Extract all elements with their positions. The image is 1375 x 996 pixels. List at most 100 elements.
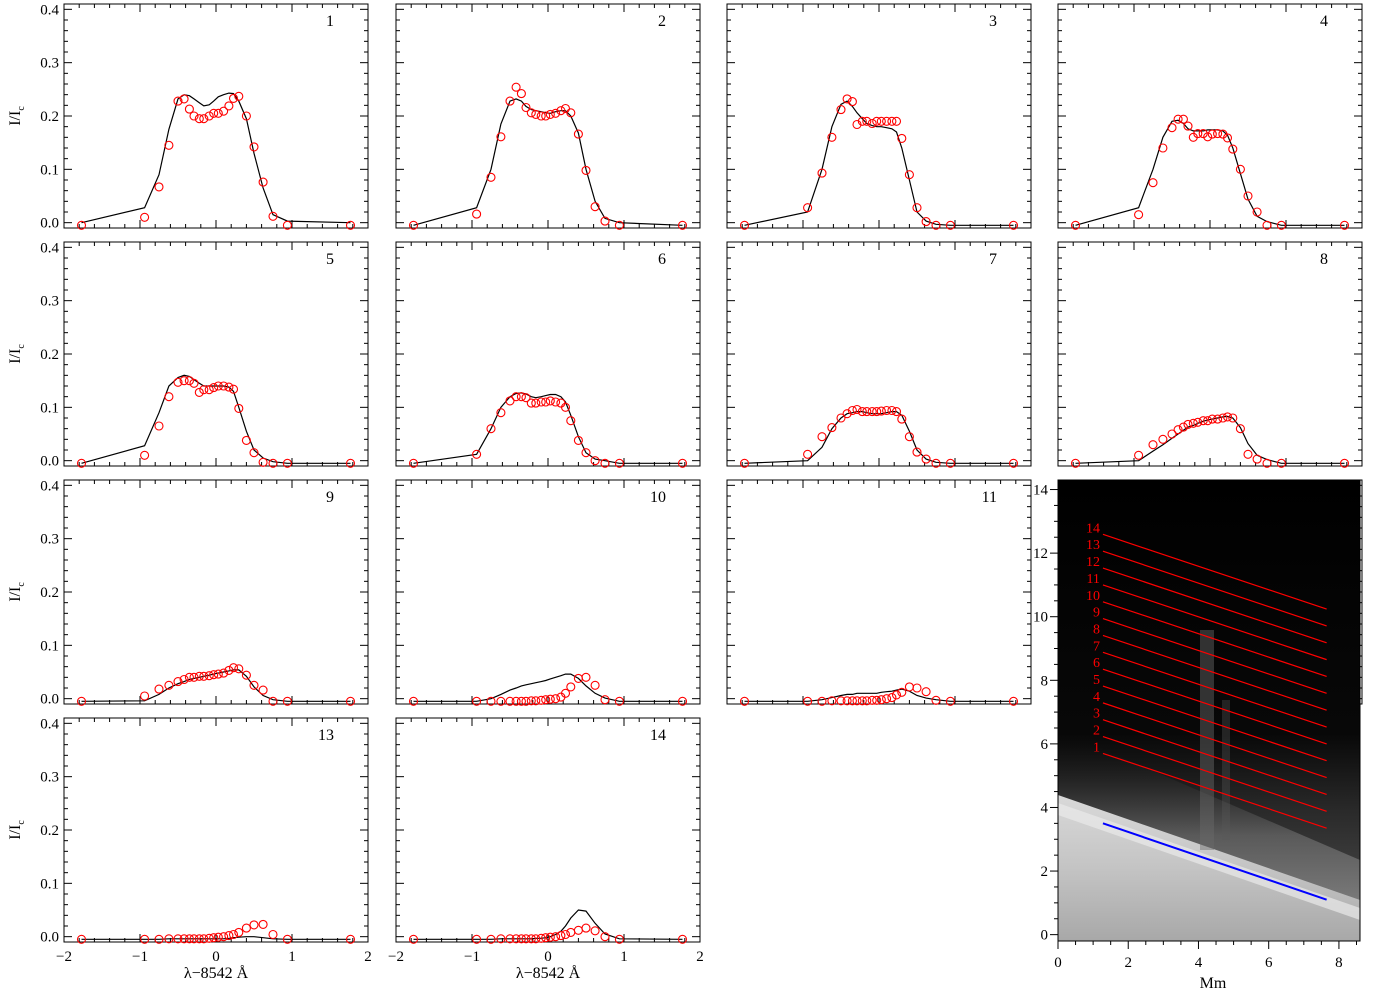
observed-point	[600, 216, 610, 226]
observed-point	[179, 934, 189, 944]
observed-point	[179, 376, 189, 386]
observed-point	[516, 392, 526, 402]
panel-number: 5	[326, 251, 334, 268]
observed-point	[486, 172, 496, 182]
image-jet-2	[1222, 700, 1230, 840]
panel-frame	[1057, 3, 1363, 229]
observed-point	[199, 114, 209, 124]
observed-point	[1158, 143, 1168, 153]
observed-point	[282, 458, 292, 468]
observed-point	[897, 133, 907, 143]
observed-point	[204, 933, 214, 943]
y-axis-label-sub: c	[16, 106, 27, 111]
observed-point	[1339, 458, 1350, 468]
panel-number: 4	[1320, 13, 1328, 30]
observed-point	[551, 397, 561, 407]
y-tick-label: 0.3	[40, 770, 59, 786]
observed-point	[842, 94, 852, 104]
cut-line-2	[1102, 736, 1327, 812]
profile-panel-4: 4	[1057, 3, 1363, 230]
observed-point	[867, 118, 877, 129]
observed-point	[862, 116, 872, 126]
observed-point	[486, 424, 496, 434]
observed-point	[1228, 144, 1238, 154]
x-axis-label: λ−8542 Å	[184, 964, 249, 982]
observed-point	[1193, 129, 1203, 139]
observed-point	[76, 696, 87, 706]
observed-point	[876, 695, 886, 705]
cut-label: 9	[1093, 606, 1100, 621]
panel-number: 6	[658, 251, 666, 268]
observed-point	[857, 407, 867, 417]
observed-point	[872, 116, 882, 126]
y-tick-label: 0.0	[40, 692, 59, 708]
observed-point	[189, 378, 199, 388]
observed-point	[219, 106, 229, 116]
y-axis-label-sub: c	[16, 344, 27, 349]
observed-point	[173, 934, 183, 944]
observed-point	[521, 934, 531, 944]
image-x-tick-label: 2	[1124, 955, 1132, 971]
observed-point	[228, 929, 239, 940]
observed-point	[876, 406, 886, 416]
observed-point	[521, 696, 531, 706]
observed-point	[408, 220, 419, 230]
observed-point	[1008, 458, 1019, 468]
observed-point	[541, 695, 551, 705]
observed-point	[1218, 413, 1228, 423]
image-x-tick-label: 4	[1195, 955, 1203, 971]
observed-point	[1235, 164, 1245, 174]
observed-point	[219, 381, 229, 391]
cut-line-3	[1102, 719, 1327, 796]
observed-point	[1222, 133, 1233, 143]
observed-point	[1178, 422, 1188, 432]
observed-point	[408, 934, 419, 944]
y-tick-label: 0.3	[40, 532, 59, 548]
observed-point	[912, 683, 922, 693]
observed-point	[852, 696, 862, 706]
y-tick-label: 0.2	[40, 585, 59, 601]
observed-point	[912, 447, 922, 457]
observed-point	[194, 114, 204, 124]
observed-point	[931, 220, 941, 230]
image-y-tick-label: 6	[1041, 737, 1049, 753]
panel-number: 1	[326, 13, 334, 30]
observed-point	[1198, 129, 1208, 139]
observed-point	[904, 432, 914, 442]
x-tick-label: −2	[56, 949, 72, 965]
observed-point	[1134, 450, 1144, 460]
observed-point	[573, 435, 583, 445]
observed-point	[945, 696, 955, 706]
x-tick-label: −2	[388, 949, 404, 965]
observed-point	[234, 927, 244, 937]
observed-point	[164, 140, 174, 150]
observed-point	[173, 96, 183, 106]
observed-point	[224, 382, 234, 392]
panel-frame	[726, 241, 1032, 467]
observed-point	[258, 457, 268, 467]
observed-point	[345, 220, 356, 230]
observed-point	[739, 220, 750, 230]
cut-line-7	[1102, 651, 1327, 728]
observed-point	[1008, 696, 1019, 706]
observed-point	[1178, 114, 1188, 124]
observed-point	[505, 396, 515, 406]
observed-point	[1252, 454, 1262, 464]
observed-point	[867, 407, 877, 417]
observed-point	[258, 919, 268, 929]
observed-point	[204, 671, 214, 681]
observed-point	[945, 220, 955, 230]
x-tick-label: 0	[212, 949, 220, 965]
observed-point	[228, 93, 239, 103]
observed-point	[827, 696, 837, 706]
profile-panel-6: 6	[395, 241, 701, 468]
profile-panel-13: 0.0 0.1 0.2 0.3 0.4 I/Ic −2 −1 0 1 2 λ−8542 Å 13	[7, 716, 372, 982]
observed-point	[1188, 418, 1198, 428]
panel-number: 3	[989, 13, 997, 30]
observed-point	[882, 405, 892, 416]
y-tick-label: 0.4	[40, 240, 59, 256]
observed-point	[224, 101, 234, 111]
observed-point	[505, 934, 515, 944]
y-tick-label: 0.3	[40, 56, 59, 72]
